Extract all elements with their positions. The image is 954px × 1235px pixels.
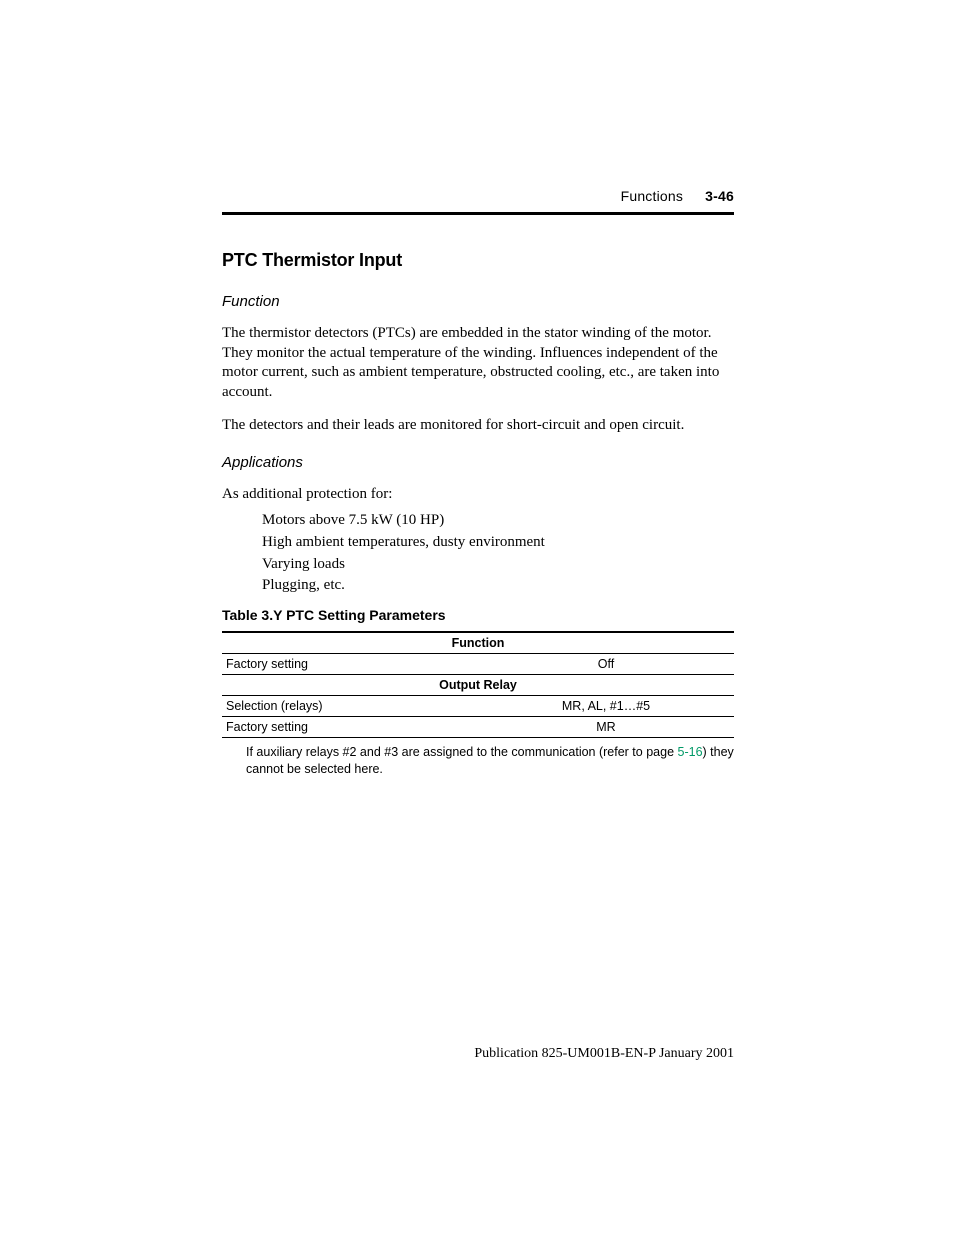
running-header: Functions 3-46: [621, 188, 734, 204]
function-heading: Function: [222, 293, 734, 310]
section-title: PTC Thermistor Input: [222, 250, 734, 271]
table-section-header: Output Relay: [222, 675, 734, 696]
table-note-xref[interactable]: 5-16: [678, 745, 703, 759]
header-page-number: 3-46: [705, 188, 734, 204]
list-item: Varying loads: [262, 554, 734, 576]
table-row-label: Factory setting: [222, 654, 478, 675]
applications-list: Motors above 7.5 kW (10 HP) High ambient…: [262, 510, 734, 597]
table-row-value: Off: [478, 654, 734, 675]
list-item: Motors above 7.5 kW (10 HP): [262, 510, 734, 532]
table-row-value: MR, AL, #1…#5: [478, 696, 734, 717]
footer-publication: Publication 825-UM001B-EN-P January 2001: [474, 1046, 734, 1062]
applications-heading: Applications: [222, 454, 734, 471]
applications-intro: As additional protection for:: [222, 485, 734, 505]
function-paragraph-1: The thermistor detectors (PTCs) are embe…: [222, 324, 734, 402]
table-note-pre: If auxiliary relays #2 and #3 are assign…: [246, 745, 678, 759]
list-item: High ambient temperatures, dusty environ…: [262, 532, 734, 554]
table-title: Table 3.Y PTC Setting Parameters: [222, 607, 734, 623]
page: Functions 3-46 PTC Thermistor Input Func…: [0, 0, 954, 1235]
parameters-table: Function Factory setting Off Output Rela…: [222, 631, 734, 738]
header-rule: [222, 212, 734, 215]
table-row-label: Factory setting: [222, 717, 478, 738]
content-area: PTC Thermistor Input Function The thermi…: [222, 250, 734, 778]
table-row-value: MR: [478, 717, 734, 738]
function-paragraph-2: The detectors and their leads are monito…: [222, 416, 734, 436]
header-section-label: Functions: [621, 188, 684, 204]
table-row-label: Selection (relays): [222, 696, 478, 717]
table-note: If auxiliary relays #2 and #3 are assign…: [246, 744, 734, 778]
table-section-header: Function: [222, 632, 734, 654]
list-item: Plugging, etc.: [262, 575, 734, 597]
